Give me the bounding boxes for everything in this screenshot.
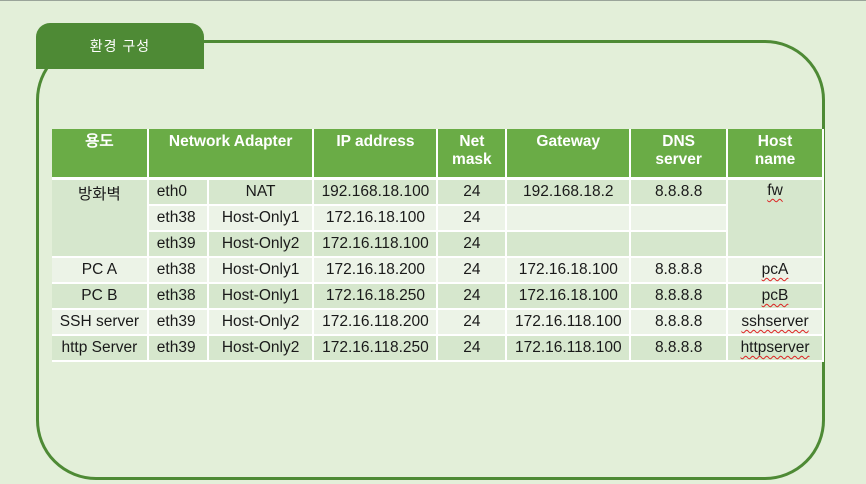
header-dns-line1: DNS bbox=[662, 133, 696, 150]
adapter-cell: Host-Only2 bbox=[207, 309, 315, 336]
gateway-cell: 172.16.18.100 bbox=[506, 257, 632, 284]
gateway-cell: 172.16.118.100 bbox=[506, 309, 632, 336]
dns-cell: 8.8.8.8 bbox=[630, 335, 729, 362]
ip-cell: 172.16.18.250 bbox=[313, 283, 439, 310]
header-netmask: Net mask bbox=[437, 129, 508, 179]
header-dns-line2: server bbox=[655, 151, 702, 168]
table-row: SSH server eth39 Host-Only2 172.16.118.2… bbox=[52, 309, 824, 336]
adapter-cell: Host-Only1 bbox=[207, 257, 315, 284]
header-dns: DNS server bbox=[630, 129, 729, 179]
header-host-line2: name bbox=[754, 151, 796, 168]
table-header-row: 용도 Network Adapter IP address Net mask G… bbox=[52, 129, 824, 179]
purpose-cell: PC B bbox=[52, 283, 149, 310]
gateway-cell: 172.16.118.100 bbox=[506, 335, 632, 362]
iface-cell: eth38 bbox=[147, 283, 209, 310]
purpose-cell: SSH server bbox=[52, 309, 149, 336]
section-tab: 환경 구성 bbox=[36, 23, 204, 69]
header-host-line1: Host bbox=[757, 133, 793, 150]
hostname-text: fw bbox=[767, 182, 783, 199]
hostname-text: sshserver bbox=[741, 313, 809, 330]
purpose-cell: PC A bbox=[52, 257, 149, 284]
network-config-table: 용도 Network Adapter IP address Net mask G… bbox=[52, 129, 824, 362]
table-row: PC A eth38 Host-Only1 172.16.18.200 24 1… bbox=[52, 257, 824, 284]
ip-cell: 172.16.118.200 bbox=[313, 309, 439, 336]
iface-cell: eth39 bbox=[147, 309, 209, 336]
ip-cell: 172.16.18.100 bbox=[313, 205, 439, 232]
hostname-text: pcB bbox=[761, 287, 789, 304]
iface-cell: eth38 bbox=[147, 257, 209, 284]
dns-cell: 8.8.8.8 bbox=[630, 257, 729, 284]
header-network-adapter: Network Adapter bbox=[147, 129, 315, 179]
iface-cell: eth39 bbox=[147, 335, 209, 362]
purpose-cell: 방화벽 bbox=[52, 178, 149, 258]
dns-cell bbox=[630, 231, 729, 258]
adapter-cell: Host-Only1 bbox=[207, 283, 315, 310]
purpose-cell: http Server bbox=[52, 335, 149, 362]
ip-cell: 172.16.18.200 bbox=[313, 257, 439, 284]
mask-cell: 24 bbox=[437, 309, 508, 336]
iface-cell: eth38 bbox=[147, 205, 209, 232]
iface-cell: eth39 bbox=[147, 231, 209, 258]
hostname-cell: httpserver bbox=[727, 335, 824, 362]
mask-cell: 24 bbox=[437, 283, 508, 310]
ip-cell: 192.168.18.100 bbox=[313, 178, 439, 206]
gateway-cell bbox=[506, 231, 632, 258]
table-row: eth38 Host-Only1 172.16.18.100 24 bbox=[52, 205, 823, 232]
dns-cell: 8.8.8.8 bbox=[630, 178, 729, 206]
mask-cell: 24 bbox=[437, 335, 508, 362]
hostname-text: pcA bbox=[761, 261, 789, 278]
content-frame bbox=[36, 40, 825, 480]
table-row: eth39 Host-Only2 172.16.118.100 24 bbox=[52, 231, 823, 258]
header-netmask-line1: Net bbox=[459, 133, 485, 150]
table-row: PC B eth38 Host-Only1 172.16.18.250 24 1… bbox=[52, 283, 824, 310]
gateway-cell: 172.16.18.100 bbox=[506, 283, 632, 310]
table-row: 방화벽 eth0 NAT 192.168.18.100 24 192.168.1… bbox=[52, 178, 824, 258]
section-tab-label: 환경 구성 bbox=[89, 38, 151, 54]
mask-cell: 24 bbox=[437, 231, 508, 258]
adapter-cell: NAT bbox=[207, 178, 315, 206]
hostname-cell: fw bbox=[727, 178, 824, 258]
adapter-cell: Host-Only1 bbox=[207, 205, 315, 232]
header-netmask-line2: mask bbox=[452, 151, 492, 168]
hostname-cell: pcA bbox=[727, 257, 824, 284]
gateway-cell: 192.168.18.2 bbox=[506, 178, 632, 206]
mask-cell: 24 bbox=[437, 205, 508, 232]
header-ip-address: IP address bbox=[313, 129, 439, 179]
adapter-cell: Host-Only2 bbox=[207, 231, 315, 258]
mask-cell: 24 bbox=[437, 257, 508, 284]
table-row: http Server eth39 Host-Only2 172.16.118.… bbox=[52, 335, 824, 362]
ip-cell: 172.16.118.100 bbox=[313, 231, 439, 258]
hostname-cell: pcB bbox=[727, 283, 824, 310]
header-purpose: 용도 bbox=[52, 129, 149, 179]
ip-cell: 172.16.118.250 bbox=[313, 335, 439, 362]
header-gateway: Gateway bbox=[506, 129, 632, 179]
hostname-text: httpserver bbox=[740, 339, 810, 356]
adapter-cell: Host-Only2 bbox=[207, 335, 315, 362]
iface-cell: eth0 bbox=[147, 178, 209, 206]
gateway-cell bbox=[506, 205, 632, 232]
dns-cell bbox=[630, 205, 729, 232]
dns-cell: 8.8.8.8 bbox=[630, 283, 729, 310]
header-hostname: Host name bbox=[727, 129, 824, 179]
top-border-line bbox=[0, 0, 866, 1]
dns-cell: 8.8.8.8 bbox=[630, 309, 729, 336]
hostname-cell: sshserver bbox=[727, 309, 824, 336]
mask-cell: 24 bbox=[437, 178, 508, 206]
